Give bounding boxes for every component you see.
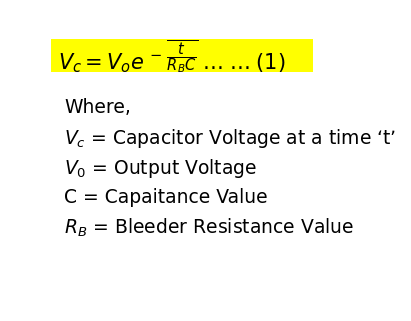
Text: Where,: Where, xyxy=(64,98,131,117)
Text: $V_0$ = Output Voltage: $V_0$ = Output Voltage xyxy=(64,157,257,180)
Bar xyxy=(51,39,312,72)
Text: $R_B$ = Bleeder Resistance Value: $R_B$ = Bleeder Resistance Value xyxy=(64,216,354,239)
Text: $V_c$ = Capacitor Voltage at a time ‘t’: $V_c$ = Capacitor Voltage at a time ‘t’ xyxy=(64,127,396,150)
Text: C = Capaitance Value: C = Capaitance Value xyxy=(64,188,268,207)
Text: $V_c = V_o e^{\,-\,\overline{\dfrac{t}{R_B C}}}\;\ldots\;\ldots\;(1)$: $V_c = V_o e^{\,-\,\overline{\dfrac{t}{R… xyxy=(58,38,285,75)
